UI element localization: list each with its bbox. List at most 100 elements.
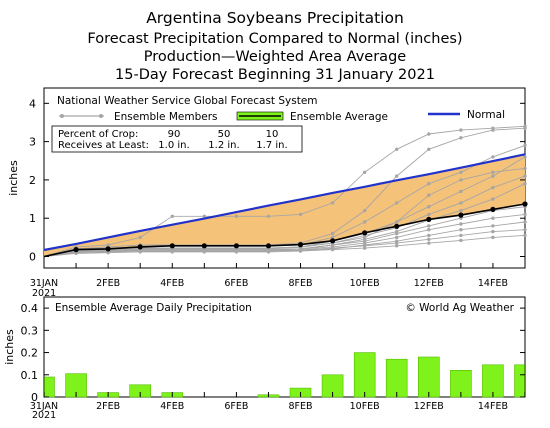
x-tick-label: 31JAN <box>30 401 58 412</box>
ensemble-member-point <box>395 147 399 151</box>
ensemble-member-point <box>330 235 335 240</box>
ensemble-member-point <box>266 214 271 218</box>
x-tick-label: 6FEB <box>224 278 248 289</box>
accumulated-marks: 0 1 2 3 4 31JAN 2FEB 4FEB 6FEB 8FEB 10FEB 12FEB 14FE… <box>29 97 528 299</box>
ensemble-member-point <box>395 174 399 178</box>
y-tick-label: 0.3 <box>21 324 39 337</box>
ensemble-member-point <box>523 182 527 186</box>
ensemble-member-point <box>459 238 463 243</box>
daily-chart-subtitle: Ensemble Average Daily Precipitation <box>55 302 252 314</box>
ensemble-member-point <box>523 166 527 171</box>
ensemble-member-point <box>491 170 495 174</box>
x-tick-label: 14FEB <box>478 401 508 412</box>
ensemble-member-point <box>330 231 335 236</box>
ensemble-average-point <box>522 201 528 207</box>
ensemble-member-point <box>427 237 431 241</box>
ensemble-member-point <box>427 212 431 217</box>
percent-10: 10 <box>266 129 279 140</box>
ensemble-member-point <box>523 174 527 178</box>
ensemble-member-point <box>106 251 110 255</box>
daily-precip-bar <box>353 352 376 398</box>
ensemble-member-point <box>523 212 527 217</box>
y-tick-label: 0 <box>29 251 36 264</box>
ensemble-member-point <box>427 182 431 186</box>
chart-title: Argentina Soybeans Precipitation <box>146 9 404 27</box>
ensemble-member-point <box>427 193 431 197</box>
ensemble-member-line <box>43 127 526 257</box>
legend-average-label: Ensemble Average <box>290 111 388 123</box>
ensemble-member-point <box>395 220 399 224</box>
percent-90: 90 <box>168 129 181 140</box>
ensemble-average-point <box>458 212 464 218</box>
ensemble-member-point <box>459 189 463 194</box>
ensemble-member-point <box>170 250 174 254</box>
ensemble-member-point <box>459 233 463 238</box>
model-name-label: National Weather Service Global Forecast… <box>57 95 318 107</box>
ensemble-member-point <box>138 250 142 254</box>
ensemble-average-point <box>330 238 336 244</box>
ensemble-member-point <box>427 228 431 232</box>
daily-precip-bar <box>514 364 525 398</box>
x-tick-label: 4FEB <box>160 401 184 412</box>
ensemble-member-point <box>298 249 303 253</box>
chart-subtitle-2: Production—Weighted Area Average <box>144 49 406 65</box>
credit-label: © World Ag Weather <box>405 302 514 314</box>
ensemble-member-point <box>170 214 174 218</box>
amount-10: 1.7 in. <box>256 140 287 151</box>
ensemble-average-point <box>394 223 400 229</box>
y-tick-label: 3 <box>29 136 36 149</box>
normal-line <box>43 153 526 252</box>
ensemble-member-line <box>43 213 526 257</box>
ensemble-member-point <box>491 229 495 234</box>
ensemble-member-point <box>459 178 463 182</box>
y-tick-label: 0.4 <box>21 302 39 315</box>
legend: National Weather Service Global Forecast… <box>51 92 518 125</box>
ensemble-member-point <box>202 250 206 254</box>
ensemble-member-line <box>43 229 526 257</box>
ensemble-member-point <box>395 235 399 240</box>
x-tick-year-label: 2021 <box>32 288 56 299</box>
legend-members-label: Ensemble Members <box>114 111 218 123</box>
percent-50: 50 <box>218 129 231 140</box>
amount-row-label: Receives at Least: <box>58 140 149 151</box>
ensemble-member-point <box>395 231 399 236</box>
x-tick-label: 8FEB <box>289 401 313 412</box>
accumulated-chart: 0 1 2 3 4 31JAN 2FEB 4FEB 6FEB 8FEB 10FEB 12FEB 14FE… <box>7 87 528 299</box>
ensemble-average-point <box>297 242 304 248</box>
x-tick-label: 2FEB <box>96 278 120 289</box>
ensemble-member-point <box>427 224 431 228</box>
percent-table-box <box>51 125 303 153</box>
ensemble-member-point <box>491 235 495 240</box>
ensemble-member-point <box>234 214 239 218</box>
chart-titles: Argentina Soybeans Precipitation Forecas… <box>87 9 462 83</box>
ensemble-member-point <box>523 233 527 238</box>
daily-y-axis-label: inches <box>3 329 16 365</box>
ensemble-member-point <box>363 170 367 174</box>
ensemble-member-point <box>395 201 399 205</box>
ensemble-member-point <box>459 222 463 226</box>
percent-row-label: Percent of Crop: <box>58 129 138 140</box>
ensemble-average-point <box>105 246 111 252</box>
accumulated-y-axis-label: inches <box>7 160 20 196</box>
daily-precip-bar <box>44 376 55 398</box>
ensemble-average-point <box>265 243 272 249</box>
ensemble-member-point <box>395 241 399 245</box>
ensemble-member-point <box>363 208 367 213</box>
ensemble-member-point <box>74 251 78 256</box>
ensemble-average-point <box>73 247 79 253</box>
ensemble-member-point <box>234 250 239 254</box>
x-tick-label: 10FEB <box>350 401 380 412</box>
x-tick-label: 6FEB <box>224 401 248 412</box>
x-tick-label: 4FEB <box>160 278 184 289</box>
ensemble-member-point <box>427 233 431 238</box>
daily-chart: 0 0.1 0.2 0.3 0.4 31JAN 2FEB 4FEB 6FEB 8FEB 10FEB 1… <box>3 296 526 421</box>
y-tick-label: 0 <box>31 391 38 404</box>
ensemble-average-line <box>43 203 526 258</box>
ensemble-average-point <box>137 244 143 250</box>
legend-normal-label: Normal <box>467 109 505 121</box>
y-tick-label: 0.1 <box>21 369 39 382</box>
x-tick-label: 2FEB <box>96 401 120 412</box>
ensemble-member-point <box>491 185 495 190</box>
ensemble-member-line <box>43 175 526 257</box>
